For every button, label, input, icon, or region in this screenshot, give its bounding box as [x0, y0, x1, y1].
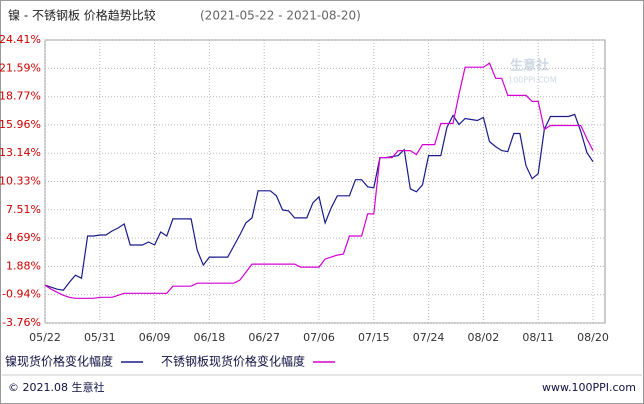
y-tick-label: 24.41%: [0, 33, 41, 46]
legend-label: 镍现货价格变化幅度: [5, 354, 113, 369]
legend-label: 不锈钢板现货价格变化幅度: [161, 354, 305, 369]
x-tick-label: 05/22: [29, 331, 61, 344]
watermark: 100PPI.COM: [508, 76, 557, 85]
y-tick-label: 13.14%: [0, 146, 41, 159]
x-tick-label: 08/20: [577, 331, 609, 344]
y-tick-label: 21.59%: [0, 61, 41, 74]
x-tick-label: 06/27: [248, 331, 280, 344]
y-tick-label: -3.76%: [2, 316, 41, 329]
x-tick-label: 07/06: [303, 331, 335, 344]
line-series: [44, 113, 594, 291]
y-tick-label: 18.77%: [0, 90, 41, 103]
chart-subtitle: (2021-05-22 - 2021-08-20): [200, 9, 361, 23]
x-tick-label: 06/09: [139, 331, 171, 344]
x-tick-label: 07/15: [358, 331, 390, 344]
footer-right: www.100PPI.com: [542, 381, 636, 394]
line-series: [44, 62, 594, 299]
y-tick-label: 15.96%: [0, 118, 41, 131]
y-tick-label: 10.33%: [0, 174, 41, 187]
y-tick-label: -0.94%: [2, 288, 41, 301]
x-tick-label: 06/18: [194, 331, 226, 344]
y-tick-label: 7.51%: [6, 203, 41, 216]
chart-title: 镍 - 不锈钢板 价格趋势比较: [8, 8, 156, 23]
x-tick-label: 08/02: [468, 331, 500, 344]
y-tick-label: 4.69%: [6, 231, 41, 244]
y-tick-label: 1.88%: [6, 259, 41, 272]
x-tick-label: 07/24: [413, 331, 445, 344]
x-tick-label: 08/11: [522, 331, 554, 344]
x-tick-label: 05/31: [84, 331, 116, 344]
watermark: 生意社: [510, 58, 549, 74]
footer-left: © 2021.08 生意社: [8, 380, 104, 394]
